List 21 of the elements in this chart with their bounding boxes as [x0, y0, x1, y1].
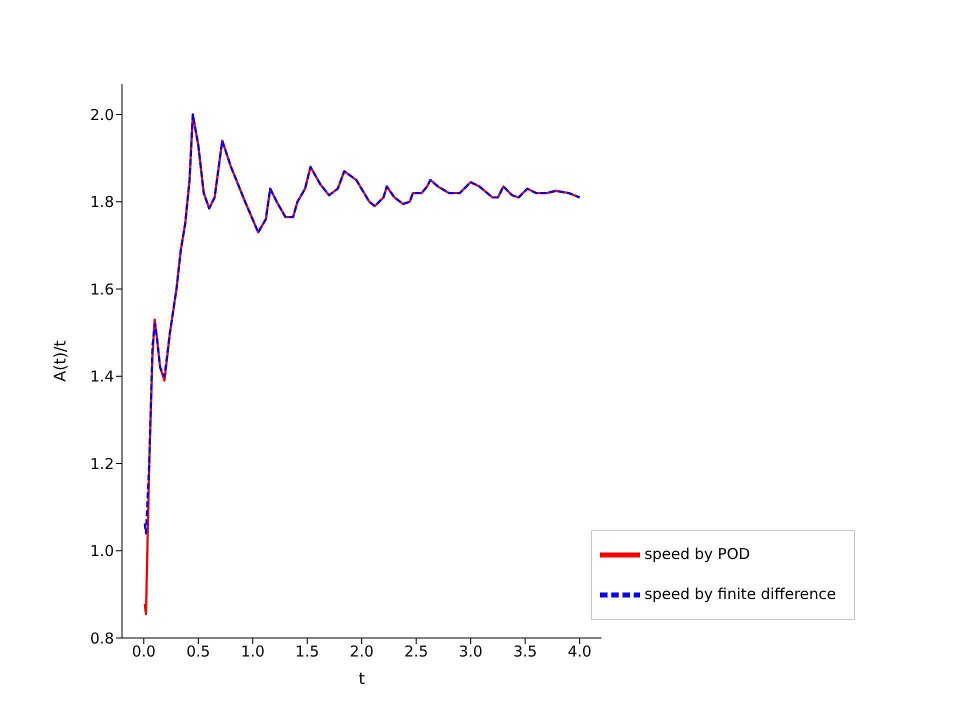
y-tick-label: 1.2 — [90, 454, 114, 473]
x-tick-label: 3.0 — [458, 642, 483, 661]
legend-label: speed by POD — [644, 545, 750, 564]
y-tick-label: 0.8 — [90, 629, 114, 648]
x-tick-label: 3.5 — [513, 642, 538, 661]
y-tick-label: 2.0 — [90, 106, 114, 124]
y-axis-title: A(t)/t — [50, 340, 70, 382]
y-tick-label: 1.0 — [90, 542, 114, 560]
x-tick-label: 4.0 — [568, 642, 592, 661]
y-tick-label: 1.4 — [90, 368, 114, 386]
x-axis-title: t — [358, 669, 365, 688]
x-tick-label: 2.0 — [350, 642, 374, 661]
line-series — [142, 113, 581, 534]
x-tick-label: 0.5 — [186, 642, 210, 661]
legend-label: speed by finite difference — [644, 585, 836, 604]
x-tick-label: 0.0 — [132, 642, 156, 661]
y-tick-label: 1.6 — [90, 280, 114, 298]
y-tick-label: 1.8 — [90, 193, 114, 212]
x-tick-label: 1.5 — [295, 642, 320, 661]
x-tick-label: 2.5 — [404, 642, 428, 661]
x-tick-label: 1.0 — [240, 642, 265, 661]
